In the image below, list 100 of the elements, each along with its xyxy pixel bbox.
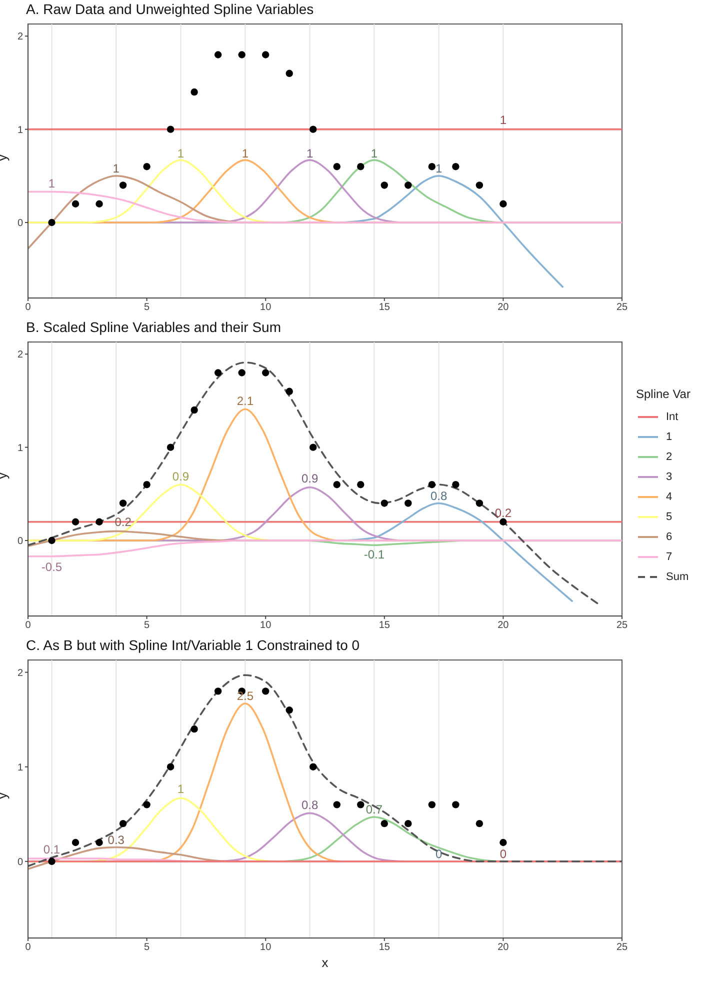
annotation: 2.1	[236, 394, 254, 408]
legend-label: 6	[666, 531, 672, 543]
annotation: 1	[370, 146, 378, 161]
x-tick-label: 20	[498, 302, 510, 314]
point	[428, 480, 436, 488]
x-tick-label: 15	[378, 620, 390, 632]
point	[500, 838, 507, 846]
annotation: 0.1	[43, 842, 60, 856]
point	[404, 820, 412, 828]
annotation: 1	[48, 176, 56, 191]
annotation: -0.1	[364, 548, 385, 562]
y-tick-label: 1	[17, 124, 24, 136]
y-axis-title: y	[0, 472, 10, 479]
x-tick-label: 10	[260, 620, 272, 632]
point	[333, 480, 340, 488]
x-tick-label: 5	[144, 302, 150, 314]
point	[452, 162, 460, 170]
x-tick-label: 10	[260, 302, 272, 314]
x-tick-label: 10	[260, 942, 272, 954]
point	[476, 820, 484, 828]
line-series	[28, 190, 622, 224]
y-axis-title: y	[0, 154, 10, 161]
point	[452, 480, 460, 488]
point	[238, 51, 246, 58]
point	[310, 763, 317, 770]
annotation: 0	[500, 847, 507, 862]
x-tick-label: 15	[378, 302, 390, 314]
point	[143, 801, 150, 808]
annotation: 1	[435, 162, 442, 176]
annotation: 1	[500, 113, 507, 128]
point	[190, 406, 198, 414]
point	[143, 162, 150, 170]
point	[119, 182, 127, 189]
point	[119, 820, 127, 828]
point	[214, 369, 222, 376]
point	[72, 838, 80, 846]
y-axis-title: y	[0, 792, 10, 799]
point	[500, 200, 507, 208]
point	[428, 801, 436, 808]
x-tick-label: 0	[25, 942, 32, 954]
point	[404, 500, 412, 507]
legend-label: 1	[666, 431, 672, 443]
line-series	[28, 540, 622, 558]
x-tick-label: 20	[498, 942, 510, 954]
point	[380, 500, 388, 507]
y-tick-label: 0	[17, 856, 24, 868]
point	[214, 51, 222, 58]
point	[214, 688, 222, 695]
point	[143, 480, 150, 488]
point	[286, 70, 293, 77]
annotation: 0.2	[494, 506, 512, 520]
point	[333, 801, 340, 808]
legend-label: 2	[666, 451, 672, 463]
x-tick-label: 20	[498, 620, 510, 632]
chart-title: A. Raw Data and Unweighted Spline Variables	[25, 0, 315, 19]
legend-label: 5	[666, 511, 672, 523]
point	[48, 218, 56, 226]
legend-label: Sum	[666, 571, 689, 583]
legend-label: 7	[666, 551, 672, 563]
chart-title: C. As B but with Spline Int/Variable 1 Constrained to 0	[25, 636, 361, 655]
point	[48, 536, 56, 544]
x-tick-label: 15	[378, 942, 390, 954]
annotation: 2.5	[236, 689, 254, 704]
point	[357, 801, 364, 808]
y-tick-label: 2	[17, 32, 24, 43]
legend-label: 4	[666, 491, 672, 503]
y-tick-label: 2	[17, 668, 24, 679]
point	[72, 200, 80, 208]
point	[357, 162, 364, 170]
point	[404, 182, 412, 189]
point	[310, 126, 317, 133]
annotation: 1	[306, 146, 314, 161]
point	[262, 51, 270, 58]
legend-label: 3	[666, 471, 672, 483]
annotation: 1	[112, 162, 120, 176]
point	[500, 518, 507, 526]
annotation: 0.7	[366, 802, 383, 817]
point	[428, 162, 436, 170]
annotation: 0.9	[172, 469, 190, 484]
point	[357, 480, 364, 488]
x-tick-label: 5	[144, 620, 150, 632]
y-tick-label: 0	[17, 536, 24, 548]
point	[380, 182, 388, 189]
annotation: 0.9	[301, 471, 318, 486]
chart-title: B. Scaled Spline Variables and their Sum	[25, 318, 282, 337]
point	[48, 858, 56, 866]
point	[262, 369, 270, 376]
point	[380, 820, 388, 828]
annotation: 1	[177, 782, 184, 796]
annotation: 0.3	[108, 832, 125, 847]
point	[166, 444, 174, 451]
line-series	[28, 362, 600, 605]
x-tick-label: 25	[616, 302, 628, 314]
point	[333, 162, 340, 170]
x-tick-label: 5	[144, 942, 150, 954]
annotation: 0	[435, 847, 442, 862]
point	[166, 126, 174, 133]
point	[72, 518, 80, 526]
x-tick-label: 0	[25, 302, 32, 314]
point	[190, 725, 198, 733]
